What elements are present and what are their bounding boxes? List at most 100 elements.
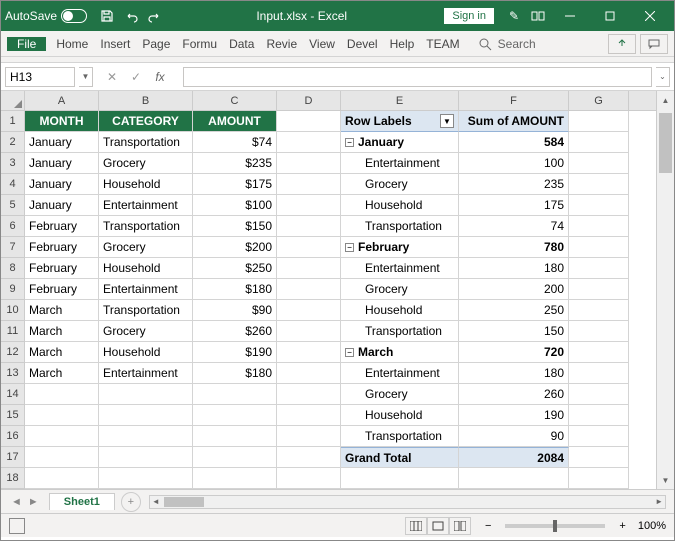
toggle-switch-icon[interactable] xyxy=(61,9,87,23)
cell[interactable] xyxy=(277,237,341,258)
cell[interactable] xyxy=(569,447,629,468)
cell[interactable] xyxy=(459,468,569,489)
maximize-button[interactable] xyxy=(590,1,630,31)
zoom-level[interactable]: 100% xyxy=(638,520,666,532)
cell[interactable]: $200 xyxy=(193,237,277,258)
autosave-toggle[interactable]: AutoSave xyxy=(5,9,87,23)
redo-icon[interactable] xyxy=(143,4,167,28)
ribbon-tab-revie[interactable]: Revie xyxy=(260,37,303,51)
cell[interactable]: $250 xyxy=(193,258,277,279)
save-icon[interactable] xyxy=(95,4,119,28)
enter-formula-icon[interactable]: ✓ xyxy=(125,70,147,84)
cell[interactable]: Household xyxy=(99,342,193,363)
ribbon-tab-devel[interactable]: Devel xyxy=(341,37,384,51)
cell[interactable]: Grocery xyxy=(341,384,459,405)
ribbon-tab-page[interactable]: Page xyxy=(136,37,176,51)
row-header[interactable]: 13 xyxy=(1,363,24,384)
cell[interactable]: Household xyxy=(99,258,193,279)
cell[interactable]: 235 xyxy=(459,174,569,195)
tab-nav[interactable]: ◄► xyxy=(1,496,49,508)
row-header[interactable]: 8 xyxy=(1,258,24,279)
cell[interactable]: 780 xyxy=(459,237,569,258)
vscroll-thumb[interactable] xyxy=(659,113,672,173)
cell[interactable]: Entertainment xyxy=(99,279,193,300)
row-header[interactable]: 4 xyxy=(1,174,24,195)
cell[interactable]: January xyxy=(25,195,99,216)
cell[interactable]: Entertainment xyxy=(341,153,459,174)
cell[interactable]: AMOUNT xyxy=(193,111,277,132)
cell[interactable] xyxy=(277,426,341,447)
cell[interactable] xyxy=(569,384,629,405)
cell[interactable]: Grocery xyxy=(99,321,193,342)
cell[interactable]: 260 xyxy=(459,384,569,405)
zoom-thumb[interactable] xyxy=(553,520,557,532)
cell[interactable]: Transportation xyxy=(99,216,193,237)
fx-icon[interactable]: fx xyxy=(149,70,171,84)
column-header[interactable]: G xyxy=(569,91,629,110)
cell[interactable] xyxy=(193,447,277,468)
row-header[interactable]: 2 xyxy=(1,132,24,153)
cell[interactable]: March xyxy=(25,300,99,321)
cell[interactable] xyxy=(569,153,629,174)
cell[interactable] xyxy=(569,300,629,321)
cell[interactable] xyxy=(25,426,99,447)
cell[interactable] xyxy=(193,384,277,405)
cell[interactable]: Grocery xyxy=(341,174,459,195)
cell[interactable]: $100 xyxy=(193,195,277,216)
ribbon-tab-formu[interactable]: Formu xyxy=(176,37,223,51)
tab-prev-icon[interactable]: ◄ xyxy=(11,496,22,508)
cell[interactable]: Grand Total xyxy=(341,447,459,468)
cell[interactable] xyxy=(25,384,99,405)
zoom-in-button[interactable]: + xyxy=(619,520,625,532)
close-button[interactable] xyxy=(630,1,670,31)
sheet-tab[interactable]: Sheet1 xyxy=(49,493,115,510)
cell[interactable]: $180 xyxy=(193,279,277,300)
cell[interactable] xyxy=(569,258,629,279)
cell[interactable]: 175 xyxy=(459,195,569,216)
cell[interactable]: Row Labels▼ xyxy=(341,111,459,132)
cell[interactable]: Grocery xyxy=(99,237,193,258)
cell[interactable] xyxy=(277,111,341,132)
cell[interactable] xyxy=(569,426,629,447)
cell[interactable] xyxy=(277,363,341,384)
cell[interactable] xyxy=(277,300,341,321)
cell[interactable] xyxy=(193,405,277,426)
row-header[interactable]: 5 xyxy=(1,195,24,216)
cell[interactable] xyxy=(277,132,341,153)
cells[interactable]: MONTHCATEGORYAMOUNTRow Labels▼Sum of AMO… xyxy=(25,111,656,489)
cell[interactable] xyxy=(569,132,629,153)
cell[interactable] xyxy=(25,447,99,468)
search-box[interactable]: Search xyxy=(478,37,536,51)
cell[interactable]: Household xyxy=(341,405,459,426)
vertical-scrollbar[interactable]: ▲ ▼ xyxy=(656,91,674,489)
cell[interactable]: 180 xyxy=(459,258,569,279)
view-pagebreak-button[interactable] xyxy=(449,517,471,535)
cell[interactable]: February xyxy=(25,237,99,258)
column-header[interactable]: A xyxy=(25,91,99,110)
sign-in-button[interactable]: Sign in xyxy=(444,8,494,24)
cell[interactable]: 2084 xyxy=(459,447,569,468)
cell[interactable] xyxy=(569,111,629,132)
cell[interactable]: −March xyxy=(341,342,459,363)
cell[interactable]: Grocery xyxy=(99,153,193,174)
row-header[interactable]: 11 xyxy=(1,321,24,342)
row-header[interactable]: 10 xyxy=(1,300,24,321)
tab-next-icon[interactable]: ► xyxy=(28,496,39,508)
cell[interactable]: Household xyxy=(341,195,459,216)
ribbon-tab-help[interactable]: Help xyxy=(384,37,421,51)
column-header[interactable]: D xyxy=(277,91,341,110)
row-header[interactable]: 16 xyxy=(1,426,24,447)
collapse-icon[interactable]: − xyxy=(345,348,354,357)
new-sheet-button[interactable]: + xyxy=(121,492,141,512)
cell[interactable]: 90 xyxy=(459,426,569,447)
namebox-dropdown-icon[interactable]: ▼ xyxy=(79,67,93,87)
cell[interactable] xyxy=(193,426,277,447)
cell[interactable]: $175 xyxy=(193,174,277,195)
cell[interactable] xyxy=(25,468,99,489)
cell[interactable] xyxy=(277,405,341,426)
cell[interactable]: Entertainment xyxy=(341,258,459,279)
cell[interactable] xyxy=(277,258,341,279)
cell[interactable]: Sum of AMOUNT xyxy=(459,111,569,132)
cell[interactable] xyxy=(99,405,193,426)
cell[interactable]: $235 xyxy=(193,153,277,174)
